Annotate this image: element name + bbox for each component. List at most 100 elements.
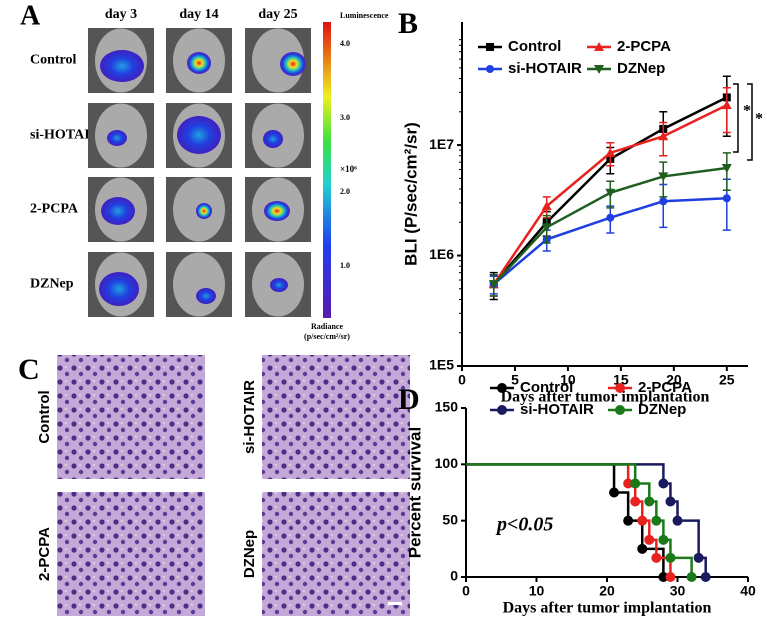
signal: [280, 52, 306, 76]
image-label: Control: [36, 390, 53, 443]
marker: [644, 496, 655, 507]
p-value: p<0.05: [495, 514, 553, 536]
signal: [177, 116, 221, 154]
panel-label: C: [18, 353, 40, 386]
colorbar-multiplier: ×10⁶: [340, 164, 357, 174]
x-axis-title: Days after tumor implantation: [501, 389, 710, 406]
marker: [605, 188, 616, 198]
marker: [609, 487, 620, 498]
legend-marker: [615, 383, 625, 393]
colorbar-tick: 3.0: [340, 113, 350, 122]
marker: [721, 163, 732, 173]
marker: [722, 194, 731, 203]
signal: [270, 278, 288, 292]
x-tick-label: 10: [529, 583, 545, 599]
legend-label: 2-PCPA: [617, 38, 671, 55]
image-label: si-HOTAIR: [241, 380, 258, 454]
legend-marker: [594, 42, 604, 51]
marker: [606, 213, 615, 222]
marker: [651, 515, 662, 526]
legend-label: DZNep: [638, 401, 686, 418]
marker: [644, 534, 655, 545]
marker: [686, 572, 697, 582]
marker: [541, 223, 552, 233]
legend-label: DZNep: [617, 60, 665, 77]
marker: [623, 515, 634, 526]
signal: [196, 203, 212, 219]
legend-marker: [486, 43, 494, 51]
marker: [637, 543, 648, 554]
signal: [187, 52, 211, 74]
significance: *: [755, 111, 763, 128]
marker: [672, 515, 683, 526]
legend-label: Control: [508, 38, 561, 55]
y-tick-label: 1E6: [429, 246, 454, 262]
colorbar-unit-label: Radiance: [311, 322, 343, 331]
marker: [630, 478, 641, 489]
panel-label: D: [398, 383, 420, 416]
legend-label: Control: [520, 379, 573, 396]
legend-label: 2-PCPA: [638, 379, 692, 396]
signal: [101, 197, 135, 225]
histology-image: [57, 492, 205, 616]
x-tick-label: 5: [511, 372, 519, 388]
panel-label: B: [398, 7, 418, 40]
marker: [637, 515, 648, 526]
y-axis-title: BLI (P/sec/cm²/sr): [401, 122, 420, 266]
marker: [488, 280, 499, 290]
histology-image: [57, 355, 205, 479]
scale-bar: [388, 602, 402, 605]
signal: [196, 288, 216, 304]
significance: *: [743, 103, 751, 120]
legend-marker: [497, 383, 507, 393]
signal: [264, 201, 290, 221]
marker: [665, 496, 676, 507]
signal: [263, 130, 283, 148]
legend-label: si-HOTAIR: [520, 401, 594, 418]
signal: [107, 130, 127, 146]
panel-label: A: [20, 0, 41, 31]
y-tick-label: 1E7: [429, 136, 454, 152]
row-label: 2-PCPA: [30, 202, 79, 217]
legend-marker: [486, 65, 494, 73]
colorbar-tick: 2.0: [340, 187, 350, 196]
row-label: DZNep: [30, 277, 74, 292]
column-label: day 14: [179, 7, 218, 22]
colorbar: [323, 22, 331, 318]
bracket: [733, 83, 753, 161]
legend-marker: [497, 405, 507, 415]
marker: [659, 197, 668, 206]
y-axis-title: Percent survival: [405, 427, 424, 558]
column-label: day 3: [105, 7, 137, 22]
marker: [665, 572, 676, 582]
legend-marker: [615, 405, 625, 415]
colorbar-unit: (p/sec/cm²/sr): [304, 332, 350, 341]
marker: [630, 496, 641, 507]
marker: [651, 552, 662, 563]
x-axis-title: Days after tumor implantation: [503, 600, 712, 617]
y-tick-label: 100: [435, 455, 459, 471]
marker: [721, 100, 732, 110]
marker: [658, 478, 669, 489]
signal: [100, 50, 144, 82]
row-label: si-HOTAIR: [30, 128, 101, 143]
x-tick-label: 0: [458, 372, 466, 388]
y-tick-label: 1E5: [429, 357, 454, 373]
marker: [658, 172, 669, 182]
y-tick-label: 50: [442, 511, 458, 527]
marker: [605, 147, 616, 157]
marker: [665, 552, 676, 563]
signal: [99, 272, 139, 306]
y-tick-label: 150: [435, 399, 459, 415]
x-tick-label: 40: [740, 583, 756, 599]
marker: [658, 534, 669, 545]
x-tick-label: 30: [670, 583, 686, 599]
histology-image: [262, 355, 410, 479]
x-tick-label: 15: [613, 372, 629, 388]
mouse-body: [252, 28, 304, 93]
x-tick-label: 20: [666, 372, 682, 388]
legend-label: si-HOTAIR: [508, 60, 582, 77]
image-label: 2-PCPA: [36, 527, 53, 581]
marker: [693, 552, 704, 563]
